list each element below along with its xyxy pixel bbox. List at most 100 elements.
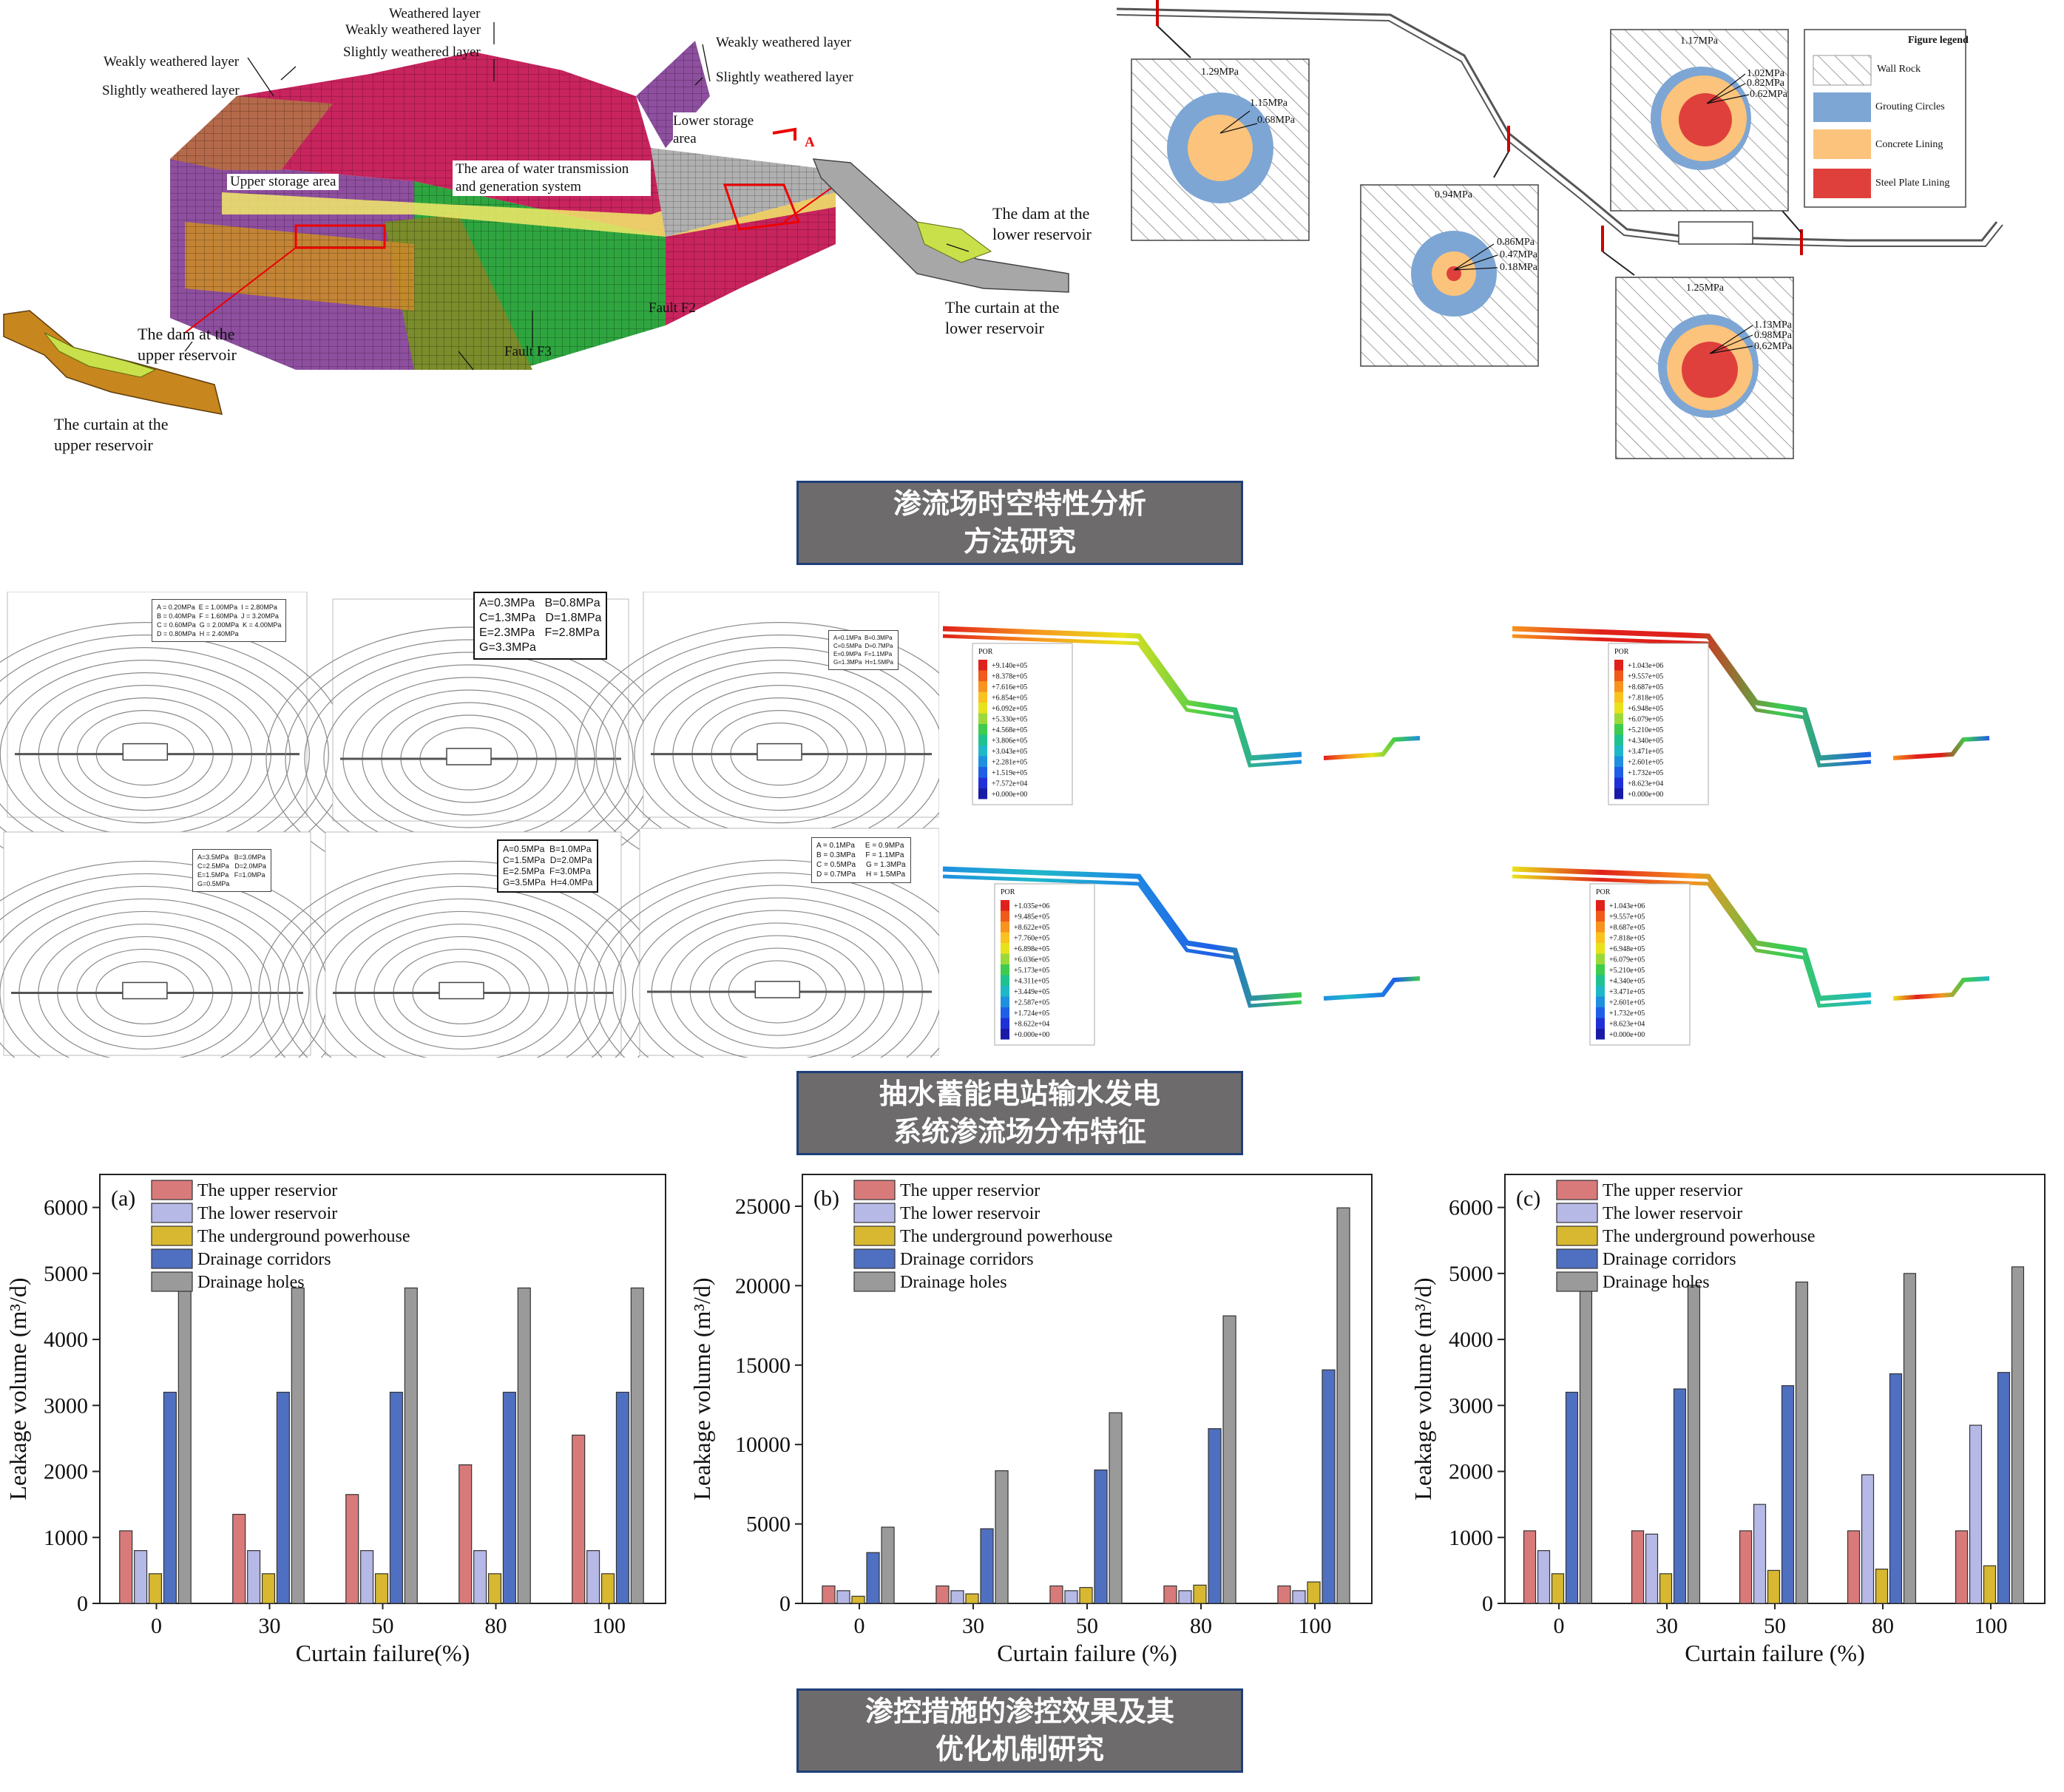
por-legend-value: +6.948e+05 xyxy=(1628,705,1663,713)
por-pipe-tail xyxy=(1892,736,1990,760)
bar xyxy=(2011,1266,2025,1604)
contour-legend-5: A=0.5MPa B=1.0MPa C=1.5MPa D=2.0MPa E=2.… xyxy=(497,839,599,893)
legend-swatch xyxy=(151,1271,193,1292)
model-3d-panel: Weathered layer Weakly weathered layer S… xyxy=(0,0,1092,473)
legend-label: The underground powerhouse xyxy=(197,1227,410,1246)
por-legend-swatch xyxy=(1001,910,1009,922)
legend-swatch xyxy=(853,1271,896,1292)
bar xyxy=(1781,1384,1795,1604)
por-pipe-upper xyxy=(1512,866,1872,1001)
bar xyxy=(1292,1590,1306,1604)
legend-swatch-grouting xyxy=(1813,92,1871,122)
por-legend-frame xyxy=(972,643,1073,805)
por-panels: POR +9.140e+05 +8.378e+05 +7.616e+05 +6.854e… xyxy=(939,592,2064,1058)
panel-tag: (b) xyxy=(813,1186,839,1211)
por-legend-value: +8.623e+04 xyxy=(1609,1021,1645,1029)
por-legend-swatch xyxy=(1001,986,1009,997)
bar xyxy=(1109,1412,1123,1604)
section-1-pointers xyxy=(1219,110,1258,134)
leader-lines xyxy=(247,22,711,97)
x-tick-label: 100 xyxy=(1299,1614,1332,1638)
bar xyxy=(866,1552,880,1604)
por-legend-swatch xyxy=(1614,681,1623,692)
bar xyxy=(1673,1388,1687,1604)
section-3-b: 0.82MPa xyxy=(1747,78,1784,89)
panel-tag: (a) xyxy=(111,1186,135,1211)
label-fault-f2: Fault F2 xyxy=(649,300,696,316)
contour-panel-frame xyxy=(643,591,940,818)
bar xyxy=(247,1550,261,1604)
bar xyxy=(232,1513,246,1604)
por-legend-value: +0.000e+00 xyxy=(1609,1031,1645,1039)
section-4-top: 1.25MPa xyxy=(1686,283,1724,294)
por-legend-swatch xyxy=(1001,964,1009,976)
por-legend-swatch xyxy=(1596,964,1605,976)
por-legend-swatch xyxy=(1596,975,1605,986)
por-legend-swatch xyxy=(978,756,987,767)
section-a-mark xyxy=(772,127,796,141)
por-legend-value: +6.079e+05 xyxy=(1609,956,1645,964)
bar xyxy=(980,1528,994,1604)
por-legend-value: +9.557e+05 xyxy=(1628,673,1663,681)
por-legend-value: +3.449e+05 xyxy=(1014,988,1049,996)
por-legend-value: +7.818e+05 xyxy=(1609,935,1645,943)
powerhouse-icon xyxy=(122,981,168,1000)
legend-swatch-concrete xyxy=(1813,129,1871,159)
por-pipe-tail xyxy=(1892,976,1990,1001)
bar xyxy=(374,1573,389,1604)
por-legend-swatch xyxy=(1596,996,1605,1007)
y-tick-label: 0 xyxy=(77,1592,88,1616)
label-slightly-right: Slightly weathered layer xyxy=(716,70,853,85)
por-legend-swatch xyxy=(1001,1007,1009,1018)
label-weathered: Weathered layer xyxy=(389,6,481,21)
x-axis-label: Curtain failure (%) xyxy=(1685,1640,1864,1666)
powerhouse-icon xyxy=(446,748,492,765)
x-tick-label: 0 xyxy=(151,1614,162,1638)
por-legend-swatch xyxy=(1001,932,1009,943)
bar xyxy=(1795,1281,1809,1604)
powerhouse-icon xyxy=(122,743,169,761)
plot-frame xyxy=(1504,1174,2046,1604)
banner-seepage-analysis: 渗流场时空特性分析 方法研究 xyxy=(796,481,1243,565)
powerhouse-icon xyxy=(754,981,801,998)
por-legend-value: +2.601e+05 xyxy=(1628,759,1663,767)
legend-swatch xyxy=(853,1225,896,1246)
legend-swatch xyxy=(1556,1203,1598,1223)
section-2-pointers xyxy=(1453,243,1498,271)
label-weakly-right: Weakly weathered layer xyxy=(716,35,852,50)
por-legend-swatch xyxy=(1614,724,1623,735)
bar xyxy=(1537,1550,1551,1604)
contour-panel-5 xyxy=(258,831,665,1126)
model-3d-figure xyxy=(3,22,1069,415)
por-legend-value: +7.818e+05 xyxy=(1628,694,1663,703)
por-legend-swatch xyxy=(1614,788,1623,799)
bar xyxy=(291,1287,305,1604)
bar xyxy=(965,1593,979,1604)
por-legend-swatch xyxy=(1596,1018,1605,1029)
bar xyxy=(473,1550,487,1604)
legend-swatch xyxy=(151,1225,193,1246)
por-panel-4: POR +1.043e+06 +9.557e+05 +8.687e+05 +7.818e… xyxy=(1512,866,1990,1046)
bar xyxy=(1875,1568,1889,1604)
contour-legend-6: A = 0.1MPa E = 0.9MPa B = 0.3MPa F = 1.1… xyxy=(811,837,911,883)
bar xyxy=(615,1391,629,1604)
bar xyxy=(630,1287,644,1604)
legend-title: Figure legend xyxy=(1908,35,1969,46)
por-legend-swatch xyxy=(1596,900,1605,911)
por-legend-value: +8.378e+05 xyxy=(992,673,1027,681)
bar xyxy=(404,1287,418,1604)
legend-label: Drainage holes xyxy=(197,1273,305,1292)
section-3-top: 1.17MPa xyxy=(1680,35,1718,47)
legend-label: The upper reservior xyxy=(197,1181,337,1200)
por-legend-value: +6.898e+05 xyxy=(1014,945,1049,953)
bar xyxy=(1997,1372,2011,1604)
contour-panel-4 xyxy=(0,831,348,1125)
por-pipe-lower xyxy=(1512,874,1872,1008)
upper-dam-model xyxy=(44,332,157,378)
legend-label: The lower reservoir xyxy=(900,1204,1040,1223)
por-legend-value: +8.622e+05 xyxy=(1014,924,1049,932)
por-legend-value: +6.948e+05 xyxy=(1609,945,1645,953)
label-water-system: The area of water transmission and gener… xyxy=(453,160,651,196)
bar xyxy=(148,1573,163,1604)
